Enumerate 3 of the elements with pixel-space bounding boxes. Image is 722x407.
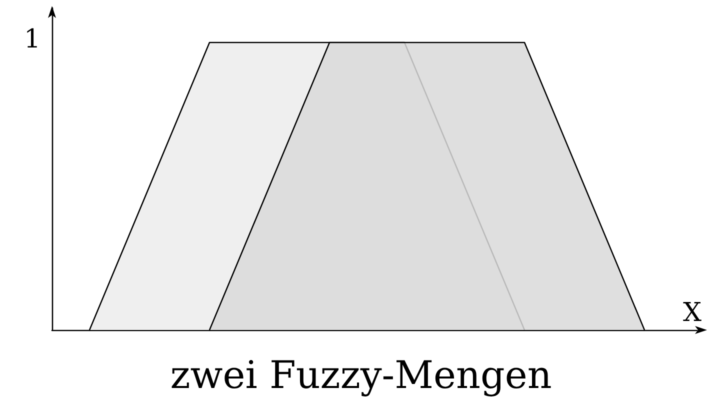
text: 1 bbox=[24, 24, 41, 54]
text: zwei Fuzzy-Mengen bbox=[170, 353, 552, 397]
x-axis-title: X bbox=[683, 298, 702, 328]
